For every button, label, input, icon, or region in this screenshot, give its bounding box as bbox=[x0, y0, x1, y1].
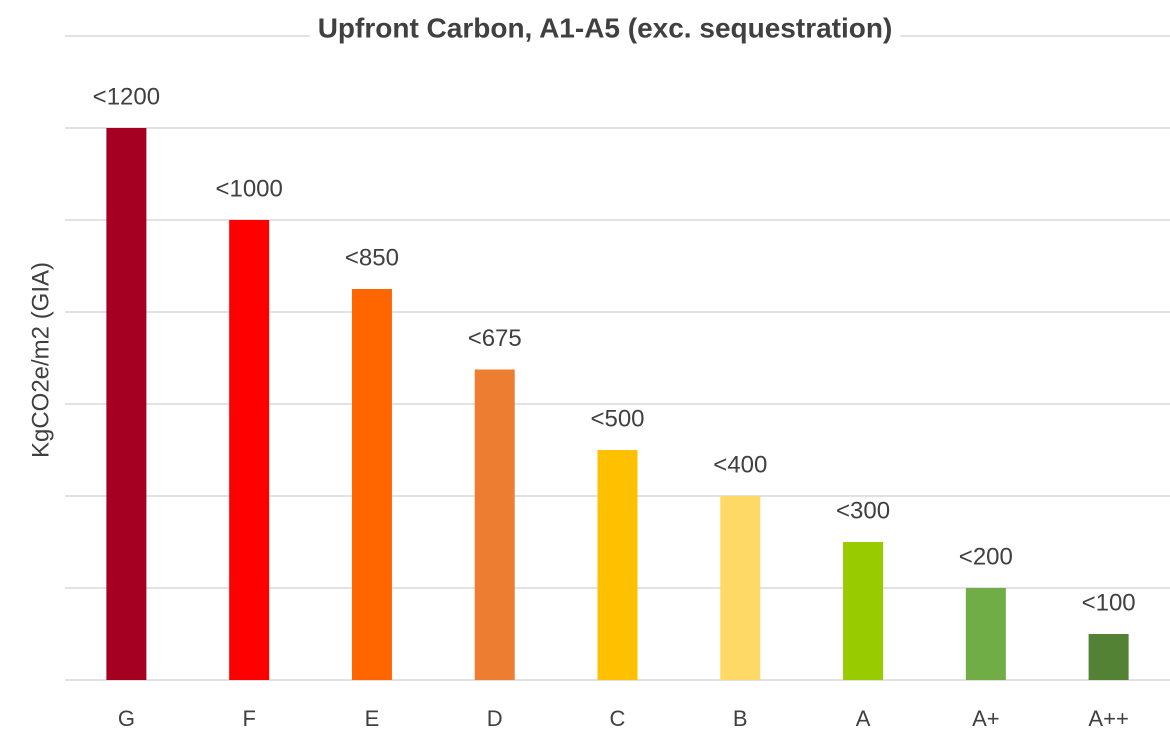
x-tick-label: C bbox=[610, 706, 626, 730]
data-label: <1200 bbox=[93, 83, 160, 110]
x-tick-label: A bbox=[856, 706, 871, 730]
bar bbox=[351, 289, 392, 680]
data-label: <675 bbox=[468, 325, 522, 352]
bar bbox=[597, 450, 638, 680]
bar bbox=[965, 588, 1006, 680]
bar bbox=[843, 542, 884, 680]
x-tick-label: F bbox=[242, 706, 255, 730]
data-label: <100 bbox=[1082, 589, 1136, 616]
bar bbox=[106, 128, 147, 680]
x-tick-label: E bbox=[365, 706, 380, 730]
x-tick-label: D bbox=[487, 706, 503, 730]
x-tick-label: G bbox=[118, 706, 135, 730]
data-label: <300 bbox=[836, 497, 890, 524]
x-tick-label: B bbox=[733, 706, 748, 730]
data-label: <1000 bbox=[215, 175, 282, 202]
chart-title: Upfront Carbon, A1-A5 (exc. sequestratio… bbox=[318, 12, 893, 43]
bar bbox=[229, 220, 270, 680]
bar bbox=[720, 496, 761, 680]
x-tick-label: A++ bbox=[1088, 706, 1128, 730]
data-label: <200 bbox=[959, 543, 1013, 570]
y-axis-label: KgCO2e/m2 (GIA) bbox=[27, 262, 54, 458]
bar bbox=[1088, 634, 1129, 680]
data-label: <400 bbox=[713, 451, 767, 478]
bar bbox=[474, 369, 515, 680]
x-tick-label: A+ bbox=[972, 706, 1000, 730]
title-background bbox=[309, 12, 901, 44]
data-label: <500 bbox=[590, 405, 644, 432]
data-label: <850 bbox=[345, 244, 399, 271]
